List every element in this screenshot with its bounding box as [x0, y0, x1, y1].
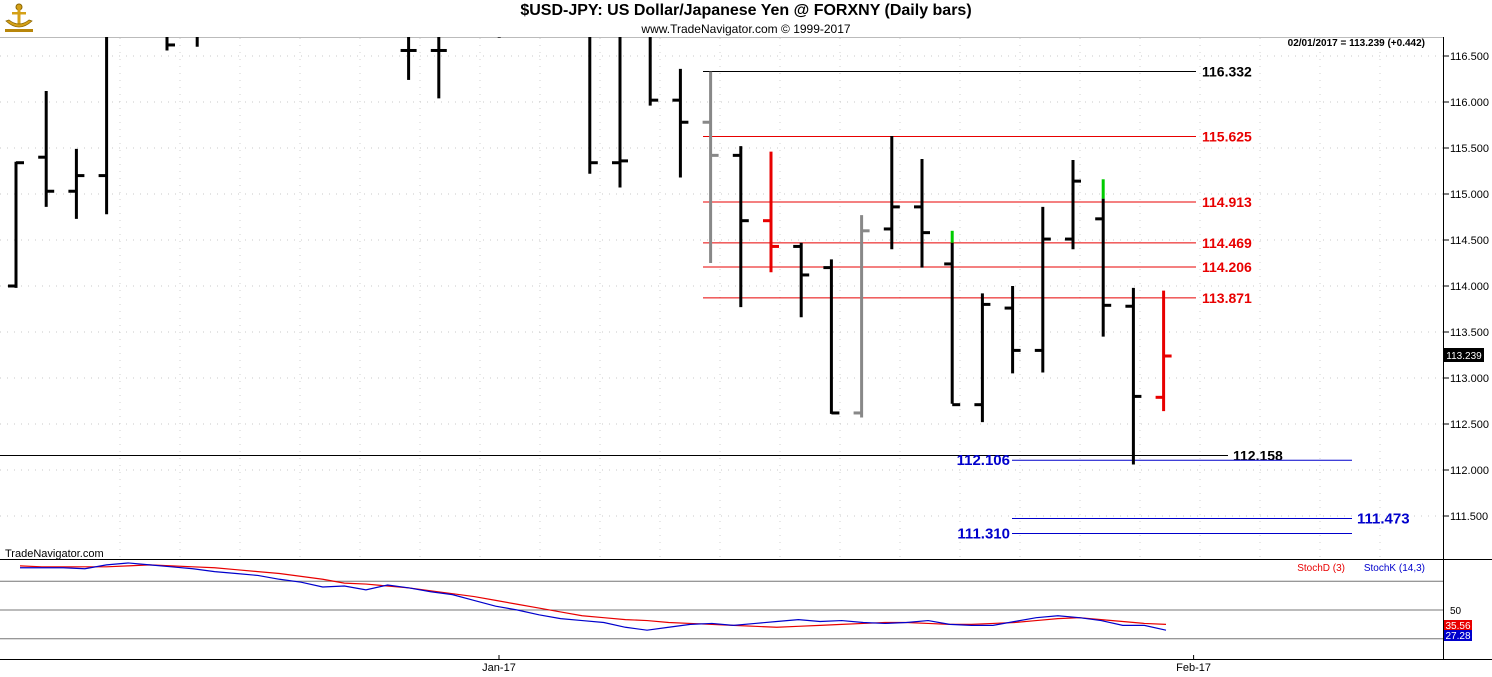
time-tick-label: Jan-17	[482, 662, 516, 674]
stoch-k-legend: StochK (14,3)	[1364, 563, 1425, 574]
stoch-d-line	[19, 564, 1167, 628]
ohlc-bar	[552, 0, 568, 19]
ohlc-bar	[588, 37, 598, 174]
last-price-label: 113.239	[1446, 351, 1482, 362]
ohlc-bar	[497, 37, 501, 38]
stoch-k-value: 27.28	[1445, 631, 1470, 642]
ohlc-bar	[38, 90, 55, 207]
price-readout: 02/01/2017 = 113.239 (+0.442)	[1288, 38, 1425, 49]
last-price-badge: 113.239	[1444, 348, 1484, 362]
ohlc-bar	[612, 37, 628, 188]
chart-header: $USD-JPY: US Dollar/Japanese Yen @ FORXN…	[0, 0, 1492, 38]
level-label-115.625: 115.625	[1202, 129, 1252, 145]
ohlc-bar	[8, 161, 24, 288]
ohlc-bar	[974, 293, 991, 423]
level-label-112.106: 112.106	[957, 452, 1010, 469]
price-tick-label: 113.000	[1450, 373, 1489, 385]
price-tick-label: 114.000	[1450, 281, 1489, 293]
level-label-114.206: 114.206	[1202, 259, 1252, 275]
level-label-113.871: 113.871	[1202, 290, 1252, 306]
stoch-d-legend: StochD (3)	[1297, 563, 1345, 574]
ohlc-bar	[219, 0, 235, 10]
stoch-d-value: 35.56	[1445, 621, 1470, 632]
ohlc-bar	[944, 230, 961, 407]
gold-anchor-logo-icon	[3, 3, 35, 33]
price-tick-label: 116.000	[1450, 97, 1489, 109]
ohlc-bar	[823, 259, 840, 415]
price-tick-label: 114.500	[1450, 235, 1489, 247]
price-tick-label: 115.500	[1450, 143, 1489, 155]
chart-title: $USD-JPY: US Dollar/Japanese Yen @ FORXN…	[520, 2, 972, 19]
ohlc-bar	[461, 0, 477, 19]
level-label-111.473: 111.473	[1357, 510, 1410, 527]
ohlc-bar	[763, 151, 779, 273]
level-label-111.310: 111.310	[957, 525, 1010, 542]
level-label-114.913: 114.913	[1202, 194, 1252, 210]
ohlc-bar	[1034, 206, 1051, 373]
stoch-d-badge	[1444, 620, 1472, 631]
ohlc-bar	[400, 37, 417, 80]
ohlc-bar	[98, 37, 109, 215]
ohlc-bar	[1125, 287, 1142, 465]
ohlc-bar	[250, 0, 266, 19]
ohlc-bar	[1065, 159, 1081, 250]
ohlc-bar	[280, 0, 296, 28]
stoch-k-line	[20, 562, 1167, 631]
ohlc-bar	[853, 215, 870, 418]
ohlc-bar	[521, 0, 537, 28]
level-label-112.158: 112.158	[1233, 447, 1283, 463]
ohlc-bar	[430, 37, 447, 99]
price-tick-label: 112.500	[1450, 419, 1489, 431]
price-tick-label: 115.000	[1450, 189, 1489, 201]
ohlc-bar	[1155, 290, 1172, 412]
price-tick-label: 116.500	[1450, 51, 1489, 63]
ohlc-bars	[8, 0, 1172, 465]
ohlc-bar	[165, 37, 175, 51]
ohlc-bar	[648, 37, 659, 106]
ohlc-bar	[129, 0, 145, 19]
ohlc-bar	[370, 0, 386, 19]
time-axis: Jan-17 Feb-17	[482, 655, 1211, 674]
ohlc-bar	[340, 0, 356, 28]
ohlc-bar	[1004, 286, 1021, 374]
price-tick-label: 113.500	[1450, 327, 1489, 339]
level-label-116.332: 116.332	[1202, 63, 1252, 79]
ohlc-bar	[793, 242, 810, 318]
ohlc-bar	[1095, 179, 1112, 337]
ohlc-bar	[702, 71, 719, 263]
ohlc-bar	[732, 146, 749, 308]
ohlc-bar	[672, 68, 689, 178]
watermark: TradeNavigator.com	[5, 548, 104, 560]
time-tick-label: Feb-17	[1176, 662, 1211, 674]
ohlc-bar	[310, 0, 326, 19]
ohlc-bar	[68, 148, 85, 219]
horizontal-levels: 116.332 115.625 114.913 114.469 114.206 113.8…	[0, 63, 1410, 542]
ohlc-bar	[883, 136, 900, 250]
price-axis: 116.500 116.000 115.500 115.000 114.500 114.0…	[1443, 51, 1489, 523]
ohlc-bar	[914, 159, 930, 268]
level-label-114.469: 114.469	[1202, 235, 1252, 251]
chart-subtitle: www.TradeNavigator.com © 1999-2017	[641, 22, 851, 36]
ohlc-bar	[195, 37, 199, 47]
stoch-tick-label: 50	[1450, 606, 1462, 617]
stoch-k-badge	[1444, 630, 1472, 641]
price-tick-label: 112.000	[1450, 465, 1489, 477]
price-tick-label: 111.500	[1450, 511, 1488, 523]
